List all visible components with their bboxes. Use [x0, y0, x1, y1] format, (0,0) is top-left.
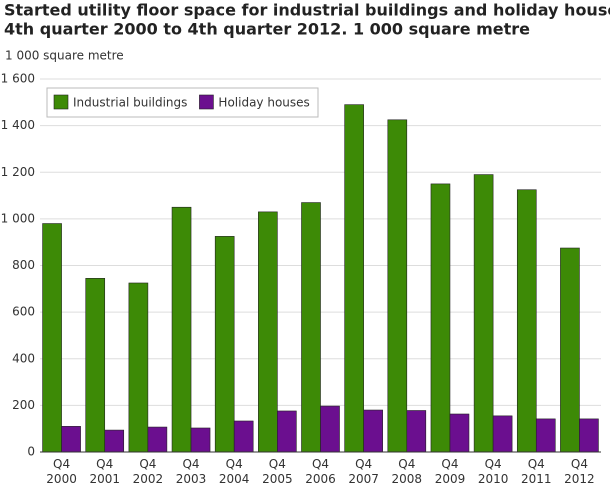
x-tick-label-line: Q4 — [226, 457, 243, 471]
bar — [214, 236, 235, 453]
bar — [128, 282, 149, 453]
x-tick-label: Q4 2000 — [46, 457, 77, 486]
x-tick-label: Q4 2003 — [176, 457, 207, 486]
x-tick-label-line: Q4 — [96, 457, 113, 471]
x-tick-label-line: Q4 — [485, 457, 502, 471]
bar — [320, 405, 340, 453]
x-tick-label-line: Q4 — [571, 457, 588, 471]
x-tick-label-line: 2004 — [219, 472, 250, 486]
bar — [430, 183, 451, 453]
x-tick-label: Q4 2001 — [89, 457, 120, 486]
bar — [560, 247, 580, 453]
chart-title: Started utility floor space for industri… — [4, 1, 610, 20]
bar — [171, 206, 192, 453]
y-tick-label: 400 — [12, 351, 35, 365]
y-tick-label: 800 — [12, 258, 35, 272]
x-tick-label-line: 2007 — [348, 472, 379, 486]
x-tick-label-line: Q4 — [53, 457, 70, 471]
bar — [387, 119, 408, 453]
x-tick-label-line: 2009 — [435, 472, 466, 486]
bar — [516, 189, 537, 453]
bar — [258, 211, 278, 453]
bar — [301, 202, 321, 453]
bar — [363, 409, 383, 453]
x-tick-label: Q4 2004 — [219, 457, 250, 486]
y-tick-label: 600 — [12, 305, 35, 319]
x-tick-label-line: Q4 — [528, 457, 545, 471]
x-tick-label: Q4 2012 — [564, 457, 595, 486]
x-tick-label-line: 2006 — [305, 472, 336, 486]
bar — [579, 418, 599, 453]
x-tick-label-line: 2003 — [176, 472, 207, 486]
x-tick-label-line: Q4 — [355, 457, 372, 471]
bar — [277, 410, 297, 453]
x-tick-label-line: 2005 — [262, 472, 293, 486]
bar — [104, 429, 125, 453]
x-tick-label: Q4 2011 — [521, 457, 552, 486]
x-tick-label: Q4 2002 — [133, 457, 164, 486]
bar — [344, 104, 364, 453]
x-tick-label: Q4 2010 — [478, 457, 509, 486]
y-tick-label: 0 — [27, 445, 35, 459]
legend-label: Industrial buildings — [73, 96, 187, 110]
x-tick-label-line: 2001 — [89, 472, 120, 486]
legend-swatch — [53, 94, 69, 110]
y-tick-label: 1 200 — [1, 165, 35, 179]
bar — [42, 223, 62, 453]
x-tick-label: Q4 2006 — [305, 457, 336, 486]
bar — [61, 426, 81, 453]
bar — [190, 427, 211, 453]
x-tick-label: Q4 2008 — [392, 457, 423, 486]
x-tick-label-line: Q4 — [269, 457, 286, 471]
bar — [406, 410, 427, 453]
y-axis-label: 1 000 square metre — [5, 49, 124, 63]
legend-box — [46, 87, 319, 118]
bar — [535, 418, 556, 453]
y-tick-label: 1 400 — [1, 118, 35, 132]
x-tick-label-line: 2008 — [392, 472, 423, 486]
bar — [492, 415, 513, 453]
x-tick-label-line: Q4 — [398, 457, 415, 471]
y-tick-label: 1 600 — [1, 72, 35, 86]
x-tick-label-line: 2011 — [521, 472, 552, 486]
bar — [147, 426, 168, 453]
x-tick-label-line: 2010 — [478, 472, 509, 486]
x-tick-label-line: Q4 — [312, 457, 329, 471]
x-tick-label-line: Q4 — [441, 457, 458, 471]
y-tick-label: 1 000 — [1, 211, 35, 225]
x-tick-label: Q4 2009 — [435, 457, 466, 486]
bar — [85, 278, 106, 453]
bar — [473, 174, 494, 453]
bar — [449, 413, 470, 453]
bar — [233, 420, 254, 453]
y-tick-label: 200 — [12, 398, 35, 412]
x-tick-label-line: Q4 — [182, 457, 199, 471]
legend-label: Holiday houses — [218, 96, 309, 110]
chart-title: 4th quarter 2000 to 4th quarter 2012. 1 … — [4, 20, 530, 39]
x-tick-label-line: 2000 — [46, 472, 77, 486]
x-tick-label-line: 2002 — [133, 472, 164, 486]
legend-swatch — [199, 94, 214, 110]
x-tick-label-line: 2012 — [564, 472, 595, 486]
x-tick-label: Q4 2005 — [262, 457, 293, 486]
x-tick-label-line: Q4 — [139, 457, 156, 471]
x-tick-label: Q4 2007 — [348, 457, 379, 486]
